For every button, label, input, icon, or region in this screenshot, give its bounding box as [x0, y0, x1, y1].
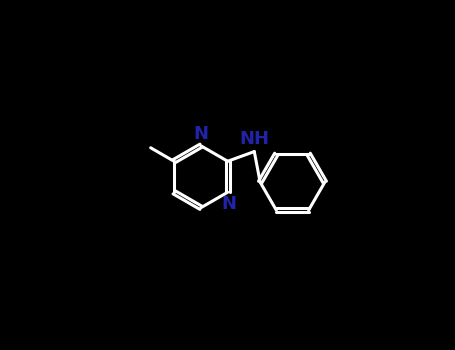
Text: NH: NH: [239, 130, 269, 148]
Text: N: N: [221, 196, 236, 213]
Text: N: N: [193, 125, 208, 142]
